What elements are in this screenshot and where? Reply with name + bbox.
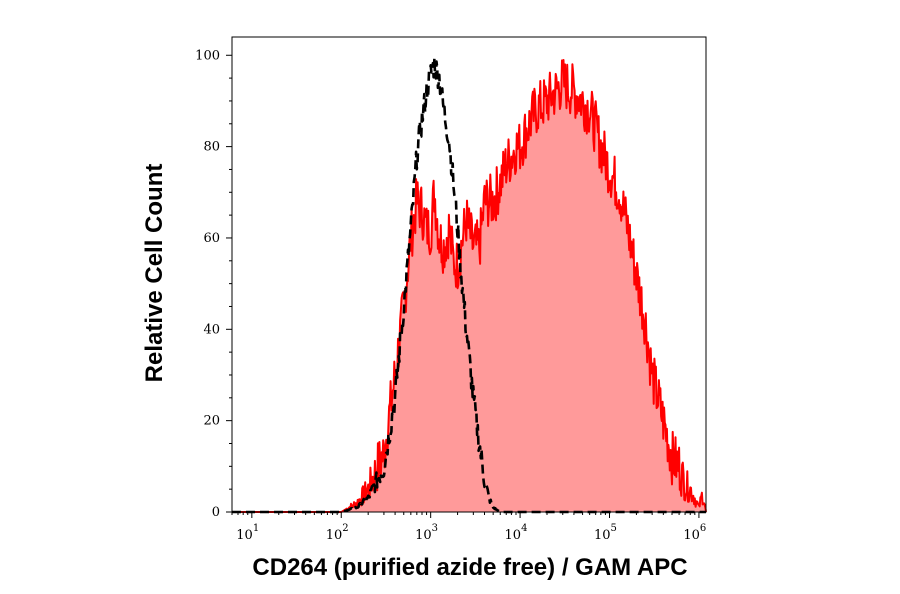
y-tick-label: 80 (203, 140, 220, 155)
y-tick-label: 60 (203, 231, 220, 246)
x-tick-exponent: 3 (432, 523, 438, 534)
y-axis-title: Relative Cell Count (141, 164, 168, 383)
x-tick-exponent: 2 (342, 523, 348, 534)
x-tick-base: 10 (415, 528, 432, 543)
x-tick-base: 10 (683, 528, 700, 543)
x-tick-exponent: 5 (611, 523, 617, 534)
x-tick-exponent: 4 (521, 523, 527, 534)
x-tick-base: 10 (594, 528, 611, 543)
x-tick-base: 10 (505, 528, 522, 543)
x-tick-label: 10 1 (236, 523, 259, 543)
x-tick-label: 10 3 (415, 523, 438, 543)
y-tick-label: 100 (195, 48, 220, 63)
x-axis: 10 1 10 2 10 3 10 4 10 5 10 6 (231, 512, 706, 543)
plot-frame (231, 36, 707, 513)
x-tick-label: 10 2 (326, 523, 349, 543)
y-axis: 0 20 40 60 80 100 (195, 48, 232, 520)
y-tick-label: 40 (203, 322, 220, 337)
x-axis-title: CD264 (purified azide free) / GAM APC (252, 554, 687, 581)
x-tick-label: 10 6 (683, 523, 706, 543)
plot-area (231, 36, 707, 514)
x-tick-base: 10 (236, 528, 253, 543)
red-series-fill (232, 60, 706, 512)
x-tick-label: 10 5 (594, 523, 617, 543)
x-tick-exponent: 1 (253, 523, 259, 534)
series-layer (231, 56, 707, 514)
y-tick-label: 20 (203, 414, 220, 429)
x-tick-exponent: 6 (700, 523, 706, 534)
x-tick-base: 10 (326, 528, 343, 543)
x-tick-label: 10 4 (505, 523, 528, 543)
y-tick-label: 0 (212, 505, 220, 520)
